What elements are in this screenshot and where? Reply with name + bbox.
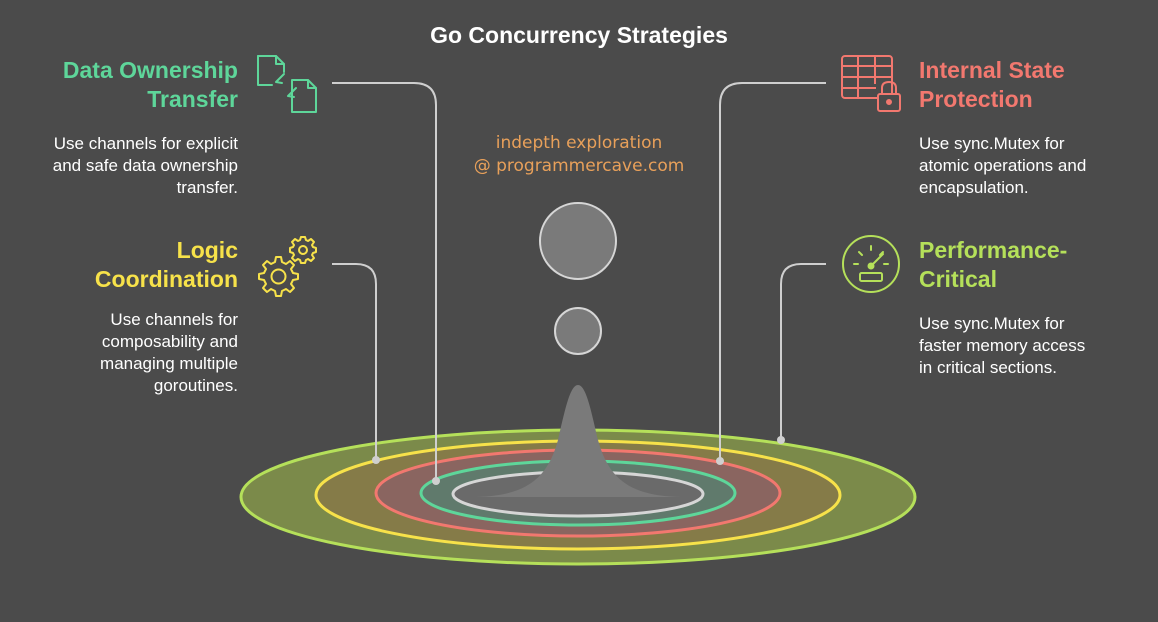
connector-performance bbox=[780, 263, 826, 440]
connector-internal-state bbox=[719, 82, 826, 460]
desc-line: Use sync.Mutex for bbox=[919, 314, 1065, 333]
drop-large bbox=[539, 202, 617, 280]
connector-dot-performance bbox=[777, 436, 785, 444]
desc-line: transfer. bbox=[176, 178, 238, 197]
desc-data-ownership: Use channels for explicit and safe data … bbox=[53, 133, 238, 199]
heading-performance-line-1: Performance- bbox=[919, 237, 1068, 263]
heading-data-ownership: Data Ownership Transfer bbox=[63, 56, 238, 114]
heading-logic-coordination: Logic Coordination bbox=[95, 236, 238, 294]
desc-internal-state: Use sync.Mutex for atomic operations and… bbox=[919, 133, 1086, 199]
desc-line: Use sync.Mutex for bbox=[919, 134, 1065, 153]
connector-data-ownership bbox=[332, 82, 437, 480]
watermark: indepth exploration @ programmercave.com bbox=[0, 132, 1158, 178]
heading-performance-line-2: Critical bbox=[919, 266, 997, 292]
heading-internal-state-line-1: Internal State bbox=[919, 57, 1065, 83]
connector-dot-logic bbox=[372, 456, 380, 464]
watermark-line-2: @ programmercave.com bbox=[473, 156, 685, 176]
desc-line: Use channels for explicit bbox=[53, 134, 238, 153]
connector-dot-data-ownership bbox=[432, 477, 440, 485]
desc-line: managing multiple bbox=[100, 354, 238, 373]
heading-data-ownership-line-2: Transfer bbox=[147, 86, 238, 112]
heading-logic-line-2: Coordination bbox=[94, 266, 238, 292]
desc-line: and safe data ownership bbox=[52, 156, 238, 175]
connector-dot-internal-state bbox=[716, 457, 724, 465]
diagram-title: Go Concurrency Strategies bbox=[430, 22, 728, 48]
heading-internal-state-line-2: Protection bbox=[919, 86, 1033, 112]
desc-line: faster memory access bbox=[919, 336, 1086, 355]
desc-line: atomic operations and bbox=[919, 156, 1087, 175]
desc-line: encapsulation. bbox=[919, 178, 1029, 197]
speedometer-icon bbox=[842, 235, 900, 293]
heading-performance-critical: Performance- Critical bbox=[919, 236, 1067, 294]
desc-line: composability and bbox=[101, 332, 238, 351]
desc-line: goroutines. bbox=[153, 376, 238, 395]
file-transfer-icon bbox=[257, 55, 317, 113]
heading-data-ownership-line-1: Data Ownership bbox=[62, 57, 238, 83]
table-lock-icon bbox=[841, 55, 901, 112]
desc-logic-coordination: Use channels for composability and manag… bbox=[100, 309, 238, 397]
gears-icon bbox=[258, 236, 317, 297]
heading-logic-line-1: Logic bbox=[176, 237, 238, 263]
splash-peak bbox=[470, 385, 686, 497]
connector-logic bbox=[332, 263, 377, 460]
desc-line: in critical sections. bbox=[919, 358, 1057, 377]
drop-small bbox=[554, 307, 602, 355]
desc-line: Use channels for bbox=[110, 310, 238, 329]
desc-performance-critical: Use sync.Mutex for faster memory access … bbox=[919, 313, 1085, 379]
heading-internal-state: Internal State Protection bbox=[919, 56, 1065, 114]
watermark-line-1: indepth exploration bbox=[495, 133, 663, 153]
